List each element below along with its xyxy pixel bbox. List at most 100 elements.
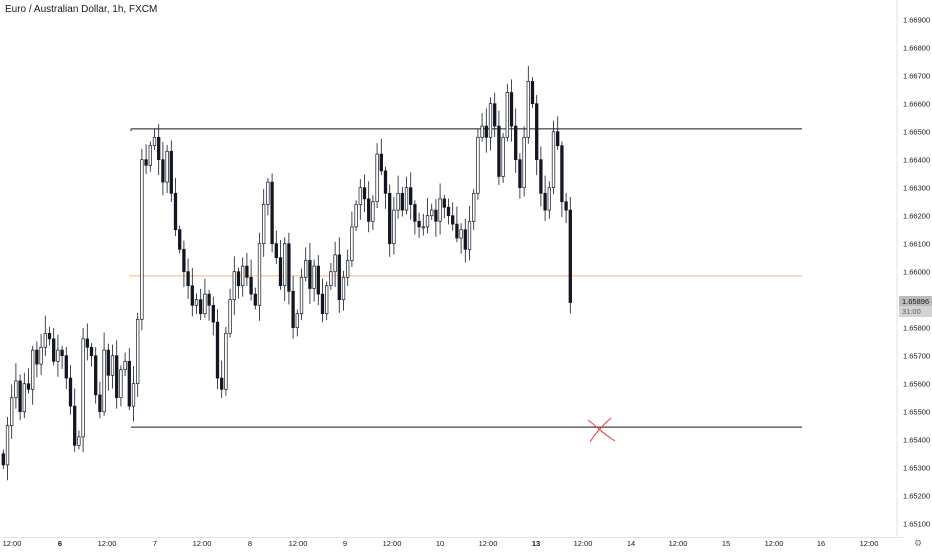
current-price-badge: 1.65896 (899, 296, 932, 307)
candle-bear (518, 159, 522, 189)
candle-bull (404, 187, 409, 211)
candle-bear (186, 271, 190, 287)
candle-bull (131, 383, 136, 407)
candle-bear (383, 170, 388, 194)
candle-bear (157, 136, 161, 161)
candle-bull (312, 265, 316, 289)
settings-icon[interactable]: ⚙ (904, 537, 932, 550)
candle-bull (304, 260, 308, 278)
candle-bull (501, 136, 505, 177)
candle-bull (551, 131, 556, 189)
price-tick-label: 1.65600 (903, 380, 930, 389)
candle-bear (556, 131, 560, 147)
candle-bull (119, 369, 123, 399)
candle-bear (451, 215, 455, 225)
x-mark-stroke-2[interactable] (589, 417, 612, 443)
candle-bear (98, 394, 102, 413)
candle-bear (178, 229, 182, 250)
candle-bear (199, 299, 203, 315)
price-tick-label: 1.66600 (903, 100, 930, 109)
candle-bull (56, 349, 60, 362)
candle-bear (417, 220, 421, 228)
candle-bear (413, 204, 417, 222)
candle-bear (1, 453, 5, 466)
time-tick-label: 12:00 (193, 539, 212, 548)
chart-title: Euro / Australian Dollar, 1h, FXCM (5, 4, 158, 15)
time-axis[interactable]: 12:00 6 12:00 7 12:00 8 12:00 9 12:00 10 12:00 13 12… (3, 539, 879, 548)
candle-bull (341, 276, 346, 301)
time-tick-label: 12:00 (479, 539, 498, 548)
candle-bull (522, 136, 526, 189)
candle-bear (73, 405, 77, 446)
candle-bull (165, 150, 169, 183)
candle-bull (148, 145, 152, 166)
candle-bear (442, 198, 446, 208)
candle-bull (203, 293, 207, 315)
candle-bull (299, 276, 304, 315)
candle-bear (388, 192, 392, 245)
candle-bull (526, 80, 530, 138)
time-tick-label: 12:00 (383, 539, 402, 548)
candle-bear (94, 355, 98, 396)
candle-bull (392, 209, 396, 245)
time-tick-label: 6 (58, 539, 62, 548)
time-tick-label: 10 (436, 539, 444, 548)
candle-bull (39, 346, 43, 365)
candle-bear (379, 153, 383, 172)
price-axis[interactable]: 1.66900 1.66800 1.66700 1.66600 1.66500 1.664… (903, 16, 930, 529)
candle-bear (173, 192, 178, 231)
candle-bear (337, 254, 341, 301)
x-mark-stroke-1[interactable] (587, 419, 616, 442)
candle-bear (308, 260, 312, 289)
candle-bear (270, 181, 274, 245)
candle-bear (493, 103, 497, 127)
candle-bull (22, 383, 26, 413)
candle-bull (43, 332, 47, 348)
time-tick-label: 12:00 (98, 539, 117, 548)
candle-bull (325, 285, 329, 315)
candle-bull (136, 318, 140, 385)
candle-bear (52, 338, 56, 362)
candle-bull (110, 355, 115, 376)
candles-layer (1, 65, 572, 481)
candle-bull (425, 215, 430, 228)
price-tick-label: 1.65500 (903, 408, 930, 417)
candle-bull (358, 187, 362, 205)
candle-bear (249, 276, 253, 295)
candle-bear (68, 377, 73, 407)
candle-bull (14, 380, 18, 399)
candle-bear (484, 125, 488, 138)
candle-bear (106, 349, 110, 376)
time-tick-label: 9 (343, 539, 347, 548)
candle-bear (169, 150, 173, 194)
candle-bull (480, 125, 484, 138)
candle-bull (194, 299, 199, 306)
candle-bear (509, 92, 514, 127)
candle-bull (421, 226, 425, 229)
candle-bear (568, 209, 572, 303)
candle-bear (207, 293, 211, 306)
price-tick-label: 1.65800 (903, 324, 930, 333)
price-tick-label: 1.65200 (903, 492, 930, 501)
candle-bull (257, 243, 262, 306)
candle-bull (333, 254, 337, 273)
candle-bear (190, 285, 194, 306)
candle-bull (81, 338, 85, 438)
candle-bear (211, 304, 215, 323)
candle-bull (102, 349, 106, 413)
price-tick-label: 1.65400 (903, 436, 930, 445)
candle-bear (455, 223, 459, 239)
time-tick-label: 13 (532, 539, 540, 548)
time-tick-label: 12:00 (669, 539, 688, 548)
price-tick-label: 1.66800 (903, 44, 930, 53)
candle-bull (123, 360, 127, 371)
candle-bear (560, 145, 564, 203)
candle-bull (241, 265, 245, 287)
candle-bear (26, 383, 31, 390)
candle-bear (564, 201, 568, 211)
time-tick-label: 16 (817, 539, 825, 548)
time-tick-label: 12:00 (574, 539, 593, 548)
drawings-layer[interactable] (129, 128, 802, 443)
